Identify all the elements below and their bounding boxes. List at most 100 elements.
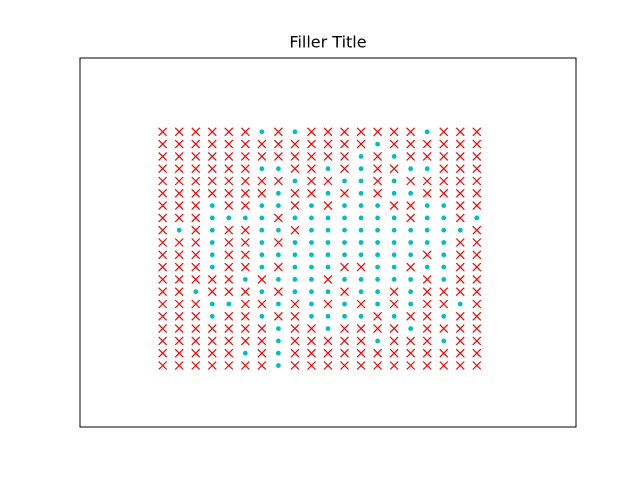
- x-marker: [240, 188, 250, 198]
- x-marker: [224, 127, 234, 137]
- x-marker: [257, 274, 267, 284]
- x-marker: [191, 176, 201, 186]
- x-marker: [406, 139, 416, 149]
- x-marker: [307, 324, 316, 334]
- x-marker: [406, 127, 416, 137]
- dot-marker: [259, 252, 265, 258]
- x-marker: [455, 139, 465, 149]
- dot-marker: [375, 301, 380, 307]
- dot-marker: [441, 252, 447, 258]
- x-marker: [307, 164, 316, 174]
- x-marker: [472, 311, 482, 321]
- dot-marker: [259, 313, 265, 319]
- x-marker: [240, 299, 250, 309]
- x-marker: [472, 361, 482, 370]
- x-marker: [373, 361, 383, 370]
- x-marker: [307, 176, 316, 186]
- x-marker: [455, 201, 465, 211]
- x-marker: [224, 176, 234, 186]
- x-marker: [307, 348, 316, 358]
- x-marker: [323, 361, 333, 370]
- dot-marker: [276, 350, 281, 356]
- dot-marker: [375, 141, 380, 147]
- x-marker: [356, 262, 366, 272]
- x-marker: [389, 127, 399, 137]
- x-marker: [472, 188, 482, 198]
- dot-marker: [408, 166, 414, 172]
- x-marker: [472, 139, 482, 149]
- x-marker: [191, 311, 201, 321]
- x-marker: [240, 127, 250, 137]
- x-marker: [389, 164, 399, 174]
- dot-marker: [358, 203, 364, 209]
- dot-marker: [276, 277, 281, 282]
- dot-marker: [391, 240, 397, 245]
- dot-marker: [391, 154, 397, 159]
- dot-marker: [292, 215, 298, 221]
- dot-marker: [259, 215, 265, 221]
- dot-marker: [309, 240, 314, 245]
- x-marker: [439, 299, 449, 309]
- x-marker: [389, 287, 399, 297]
- dot-marker: [325, 215, 331, 221]
- x-marker: [356, 127, 366, 137]
- dot-marker: [441, 227, 447, 233]
- dot-marker: [358, 227, 364, 233]
- x-marker: [472, 201, 482, 211]
- x-marker: [240, 164, 250, 174]
- x-marker: [240, 361, 250, 370]
- x-marker: [191, 201, 201, 211]
- dot-marker: [441, 203, 447, 209]
- x-marker: [455, 348, 465, 358]
- x-marker: [224, 225, 234, 235]
- x-marker: [174, 139, 184, 149]
- dot-marker: [342, 203, 347, 209]
- x-marker: [240, 336, 250, 346]
- dot-marker: [276, 338, 281, 344]
- dot-marker: [424, 215, 430, 221]
- x-marker: [191, 188, 201, 198]
- dot-marker: [441, 215, 447, 221]
- dot-marker: [342, 277, 347, 282]
- x-marker: [191, 139, 201, 149]
- dot-marker: [276, 227, 281, 233]
- x-marker: [174, 151, 184, 161]
- x-marker: [191, 213, 201, 223]
- x-marker: [191, 361, 201, 370]
- dot-marker: [226, 301, 232, 307]
- x-marker: [340, 324, 349, 334]
- dot-marker: [391, 215, 397, 221]
- x-marker: [158, 188, 168, 198]
- dot-marker: [342, 252, 347, 258]
- dot-marker: [259, 227, 265, 233]
- x-marker: [455, 127, 465, 137]
- dot-marker: [408, 277, 414, 282]
- x-marker: [240, 151, 250, 161]
- x-marker: [340, 164, 349, 174]
- x-marker: [406, 176, 416, 186]
- dot-marker: [309, 313, 314, 319]
- x-marker: [224, 139, 234, 149]
- x-marker: [422, 311, 432, 321]
- x-marker: [455, 238, 465, 247]
- dot-marker: [325, 264, 331, 270]
- x-marker: [340, 336, 349, 346]
- dot-marker: [209, 264, 215, 270]
- x-marker: [472, 127, 482, 137]
- x-marker: [356, 139, 366, 149]
- x-marker: [389, 348, 399, 358]
- x-marker: [455, 164, 465, 174]
- x-marker: [273, 139, 283, 149]
- x-marker: [406, 311, 416, 321]
- x-marker: [422, 139, 432, 149]
- dot-marker: [309, 252, 314, 258]
- x-marker: [207, 324, 217, 334]
- x-marker: [158, 274, 168, 284]
- dot-marker: [342, 301, 347, 307]
- x-marker: [439, 361, 449, 370]
- x-marker: [340, 188, 349, 198]
- x-marker: [174, 250, 184, 260]
- x-marker: [406, 151, 416, 161]
- x-marker: [373, 176, 383, 186]
